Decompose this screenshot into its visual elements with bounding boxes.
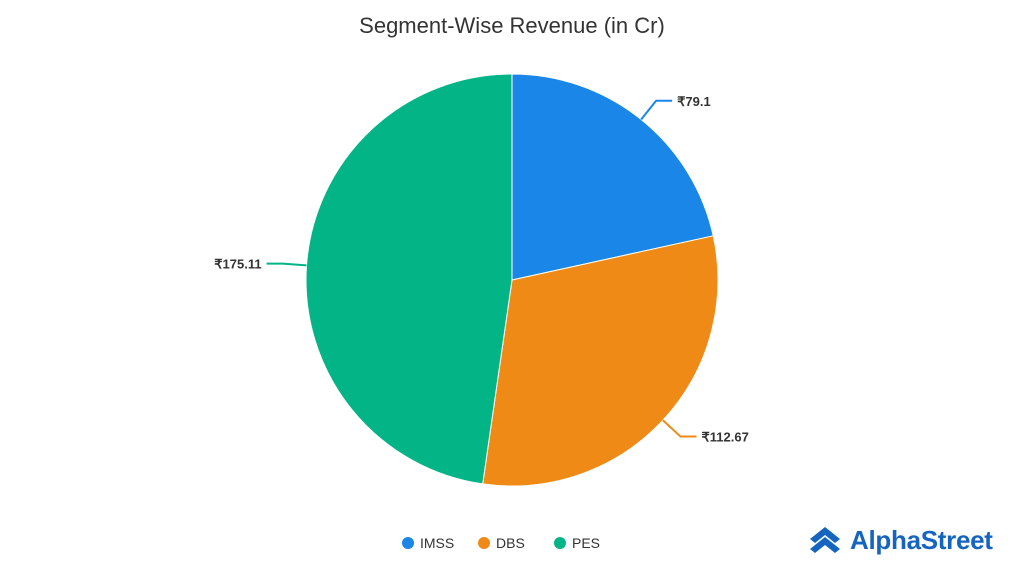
data-label-pes: ₹175.11 xyxy=(214,257,261,272)
legend-label-pes: PES xyxy=(572,535,600,551)
data-labels: ₹79.1 ₹112.67 ₹175.11 xyxy=(214,94,749,445)
chart-title: Segment-Wise Revenue (in Cr) xyxy=(359,13,665,38)
legend-label-dbs: DBS xyxy=(496,535,525,551)
pie-slice-imss xyxy=(511,73,714,281)
legend-marker-imss xyxy=(402,537,414,549)
legend-label-imss: IMSS xyxy=(420,535,454,551)
leader-line-imss xyxy=(640,99,673,121)
pie-slice-pes xyxy=(305,73,513,485)
data-label-imss: ₹79.1 xyxy=(677,94,711,109)
alphastreet-logo: AlphaStreet xyxy=(808,522,993,558)
leader-line-dbs xyxy=(662,419,697,438)
leader-line-pes xyxy=(266,262,307,267)
pie-slices xyxy=(305,73,719,487)
legend-marker-dbs xyxy=(478,537,490,549)
data-label-dbs: ₹112.67 xyxy=(701,430,748,445)
alphastreet-logo-icon xyxy=(810,527,840,553)
legend: IMSS DBS PES xyxy=(402,535,600,551)
legend-marker-pes xyxy=(554,537,566,549)
pie-slice-dbs xyxy=(482,235,719,487)
brand-name: AlphaStreet xyxy=(850,524,993,555)
